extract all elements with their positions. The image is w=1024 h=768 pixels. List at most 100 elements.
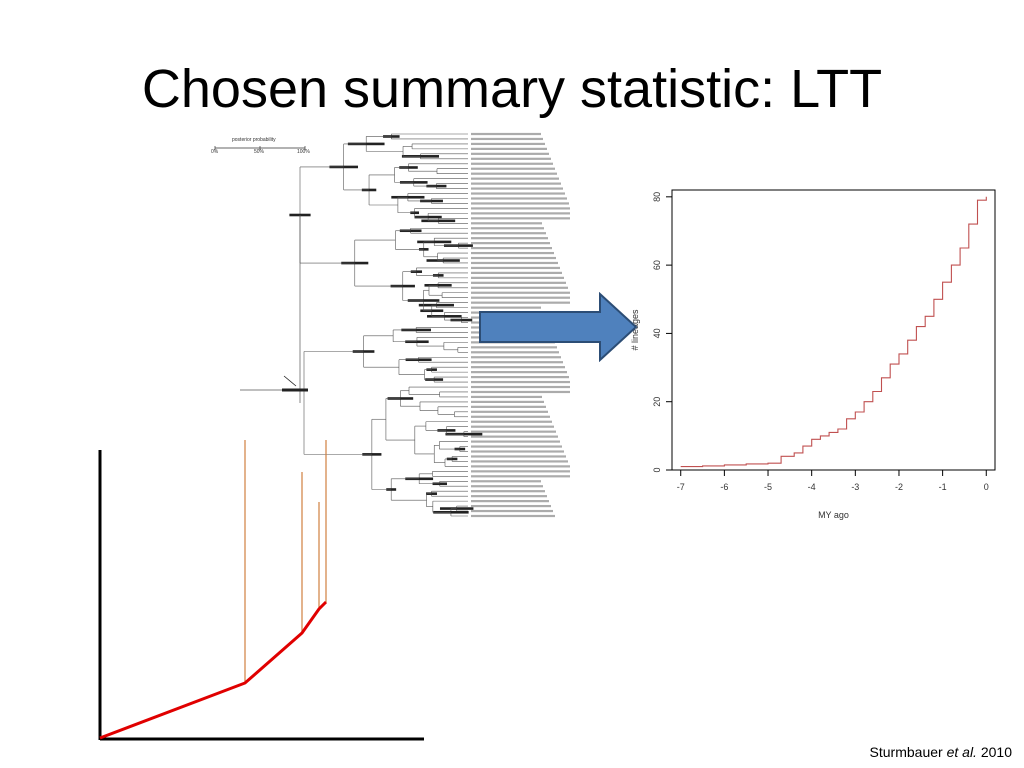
slide-title: Chosen summary statistic: LTT — [141, 59, 883, 119]
tree-root — [240, 215, 308, 403]
tree-branch — [443, 342, 468, 351]
tree-tip-label — [471, 242, 550, 245]
tree-branch — [439, 391, 468, 398]
tree-tip-label — [471, 460, 568, 463]
tree-tip-label — [471, 495, 547, 498]
tree-branch — [437, 406, 468, 415]
tree-tip-label — [471, 276, 564, 279]
tree-branch — [425, 421, 468, 431]
tree-branch — [352, 335, 399, 368]
x-tick-label: -7 — [677, 482, 685, 492]
posterior-probability-scale: posterior probability 0% 50% 100% — [207, 136, 317, 166]
tree-branch — [395, 230, 424, 250]
tree-tip-label — [471, 167, 555, 170]
sketch-ltt-curve — [99, 600, 328, 740]
tree-tip-label — [471, 192, 565, 195]
tree-tip-label — [471, 440, 560, 443]
ltt-plot: -7 -6 -5 -4 -3 -2 -1 0 0 20 40 60 80 MY ago # lineages — [620, 175, 1005, 535]
tree-tip-label — [471, 375, 569, 379]
tree-tip-label — [471, 182, 561, 185]
tree-tip-label — [471, 132, 541, 136]
tree-tip-label — [471, 371, 567, 374]
y-axis-label: # lineages — [630, 309, 640, 351]
citation-year: 2010 — [976, 744, 1012, 760]
tree-tip-label — [471, 271, 562, 275]
tree-tip-label — [471, 152, 549, 155]
citation-et-al: et al. — [946, 744, 977, 760]
y-tick-label: 60 — [652, 260, 662, 270]
tree-branch — [303, 351, 372, 455]
tree-tip-label — [471, 395, 542, 399]
tree-tip-label — [471, 405, 546, 408]
tree-branch — [289, 166, 355, 264]
tree-branch — [408, 386, 468, 395]
tree-tip-label — [471, 351, 559, 354]
tree-branch — [454, 411, 468, 418]
tree-tip-label — [471, 435, 558, 438]
tree-tip-label — [471, 465, 570, 468]
tree-branch — [410, 208, 468, 218]
tree-branch — [397, 196, 415, 214]
tree-tip-label — [471, 261, 558, 265]
tree-tip-label — [471, 475, 574, 478]
tree-tip-label — [471, 202, 569, 205]
tree-branch — [457, 347, 468, 353]
tree-tip-label — [471, 256, 556, 260]
tree-branch — [424, 369, 435, 380]
x-tick-label: -6 — [720, 482, 728, 492]
tree-branch — [411, 143, 468, 150]
right-arrow-icon — [478, 291, 640, 363]
tree-tip-label — [471, 306, 541, 309]
x-tick-label: -1 — [939, 482, 947, 492]
tree-tip-label — [471, 251, 554, 255]
tree-tip-label — [471, 291, 570, 294]
tree-tip-label — [471, 147, 547, 150]
tree-branch — [418, 302, 468, 308]
tree-tip-label — [471, 445, 562, 448]
phylogenetic-tree-figure — [200, 130, 575, 520]
y-tick-label: 80 — [652, 192, 662, 202]
ltt-series-line — [680, 196, 987, 468]
tree-tip-label — [471, 281, 566, 284]
citation-authors: Sturmbauer — [869, 744, 947, 760]
tree-branch — [405, 356, 468, 363]
x-axis-label: MY ago — [818, 510, 849, 520]
tree-tip-label — [471, 187, 563, 190]
tree-tip-label — [471, 296, 572, 299]
y-tick-label: 0 — [652, 467, 662, 472]
tree-branch — [432, 500, 468, 513]
tree-node-arrow — [283, 375, 297, 387]
tree-tip-label — [471, 400, 544, 403]
tree-tip-label — [471, 450, 564, 453]
tree-tip-label — [471, 162, 553, 165]
ltt-sketch — [90, 325, 435, 750]
tree-tip-label — [471, 420, 552, 423]
tree-tip-label — [471, 470, 572, 473]
tree-branch — [428, 285, 443, 296]
scale-tick-0: 0% — [211, 149, 219, 155]
tree-tip-label — [471, 455, 566, 458]
tree-tip-label — [471, 430, 556, 433]
scale-tick-50: 50% — [254, 149, 265, 155]
tree-branch — [383, 133, 468, 140]
tree-tip-label — [471, 212, 573, 215]
tree-tip-label — [471, 504, 551, 508]
tree-tip-label — [471, 410, 548, 413]
tree-tip-label — [471, 232, 546, 235]
tree-branch — [436, 168, 468, 174]
tree-branch — [424, 282, 468, 289]
plot-frame — [671, 189, 996, 471]
tree-tip-label — [471, 514, 555, 518]
tree-branch — [426, 366, 468, 373]
tree-tip-label — [471, 509, 553, 513]
tree-tip-label — [471, 172, 557, 175]
x-tick-label: -5 — [764, 482, 772, 492]
tree-tip-label — [471, 222, 542, 225]
x-tick-label: 0 — [984, 482, 989, 492]
tree-tip-label — [471, 425, 554, 428]
tree-branch — [433, 445, 446, 463]
tree-tip-label — [471, 301, 574, 304]
tree-tip-label — [471, 390, 575, 394]
tree-tip-label — [471, 227, 544, 230]
tree-branch — [402, 146, 421, 157]
